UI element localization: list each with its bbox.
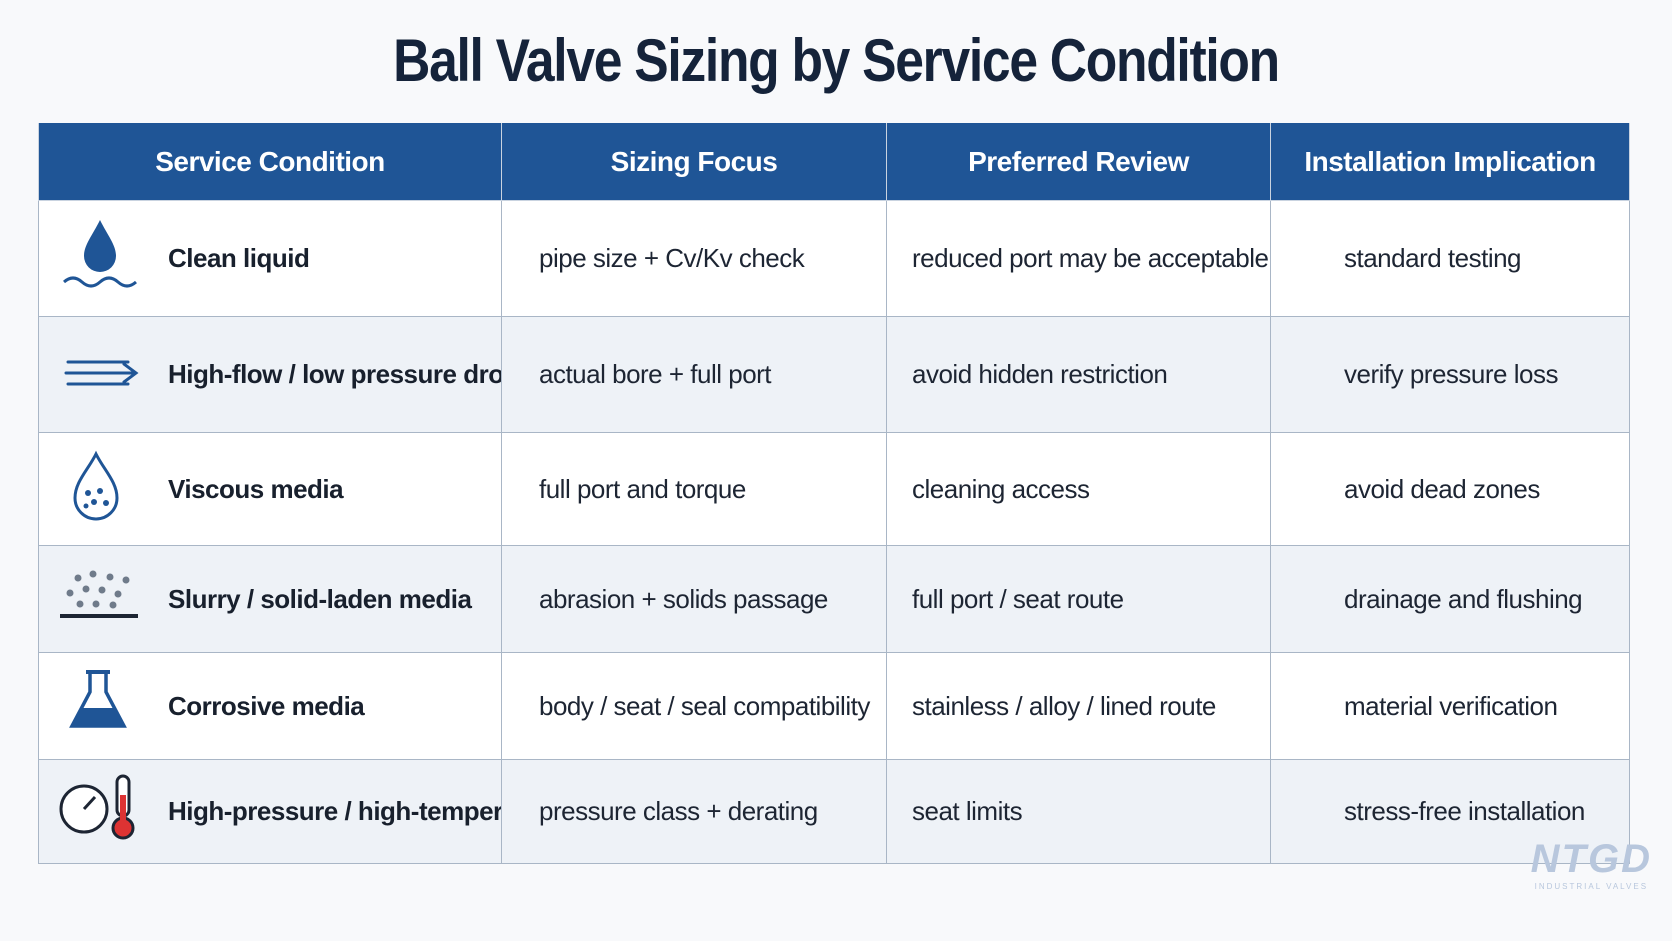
table-cell: pipe size + Cv/Kv check (501, 200, 887, 317)
table-cell: pressure class + derating (501, 759, 887, 864)
table-cell: seat limits (886, 759, 1271, 864)
table-cell: avoid dead zones (1270, 432, 1630, 546)
table-cell: stress-free installation (1270, 759, 1630, 864)
table-cell: abrasion + solids passage (501, 545, 887, 653)
table-row: Corrosive media body / seat / seal compat… (38, 652, 1630, 760)
column-header: Sizing Focus (501, 123, 887, 201)
column-header: Preferred Review (886, 123, 1271, 201)
table-body: Clean liquid pipe size + Cv/Kv check reduc… (38, 200, 1630, 864)
table-cell: verify pressure loss (1270, 316, 1630, 433)
table-row: High-flow / low pressure drop actual bore… (38, 316, 1630, 433)
table-cell: Slurry / solid-laden media (38, 545, 502, 653)
header-row: Service Condition Sizing Focus Preferred R… (38, 123, 1630, 201)
table-cell: full port / seat route (886, 545, 1271, 653)
table: Service Condition Sizing Focus Preferred R… (38, 123, 1630, 864)
table-row: Clean liquid pipe size + Cv/Kv check reduc… (38, 200, 1630, 317)
logo-tagline: INDUSTRIAL VALVES (1534, 882, 1649, 891)
table-row: High-pressure / high-temperaturepressure… (38, 759, 1630, 864)
table-cell: drainage and flushing (1270, 545, 1630, 653)
table-row: Slurry / solid-laden media abrasion + sol… (38, 545, 1630, 653)
table-cell: reduced port may be acceptable (886, 200, 1271, 317)
title: Ball Valve Sizing by Service Condition (393, 27, 1280, 94)
table-cell: Viscous media (38, 432, 502, 546)
table-cell: full port and torque (501, 432, 887, 546)
logo: NTGD INDUSTRIAL VALVES (1531, 837, 1652, 891)
table-cell: material verification (1270, 652, 1630, 760)
table-cell: body / seat / seal compatibility (501, 652, 887, 760)
table-row: Viscous media full port and torque cleanin… (38, 432, 1630, 546)
table-cell: avoid hidden restriction (886, 316, 1271, 433)
table-cell: Clean liquid (38, 200, 502, 317)
table-cell: High-pressure / high-temperature (38, 759, 502, 864)
table-cell: cleaning access (886, 432, 1271, 546)
table-cell: actual bore + full port (501, 316, 887, 433)
column-header: Installation Implication (1270, 123, 1630, 201)
table-cell: stainless / alloy / lined route (886, 652, 1271, 760)
logo-name: NTGD (1530, 837, 1652, 881)
table-cell: Corrosive media (38, 652, 502, 760)
column-header: Service Condition (38, 123, 502, 201)
table-cell: High-flow / low pressure drop (38, 316, 502, 433)
table-cell: standard testing (1270, 200, 1630, 317)
